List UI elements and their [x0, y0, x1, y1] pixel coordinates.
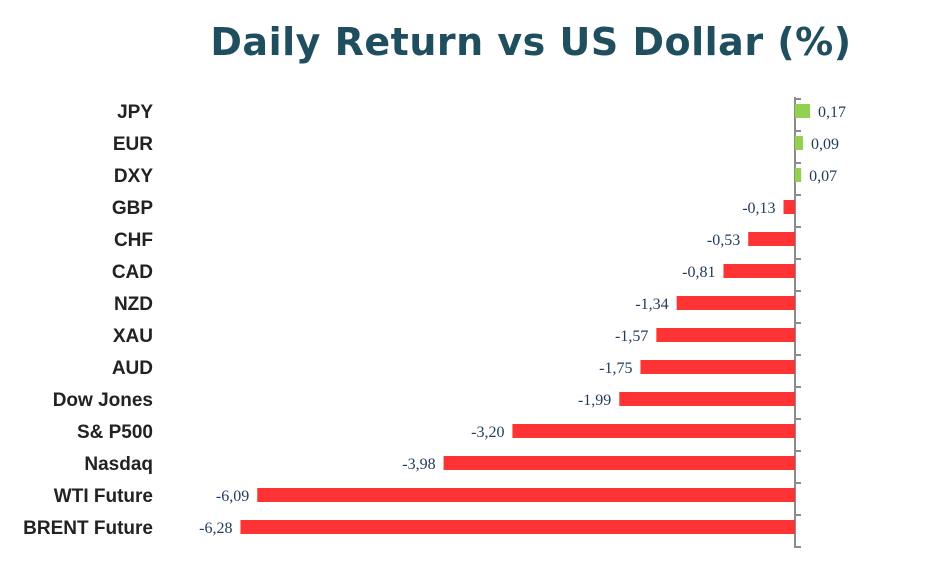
data-label: 0,07 — [809, 168, 837, 185]
category-label: Dow Jones — [53, 390, 153, 411]
data-label: -0,53 — [707, 232, 740, 249]
category-label: JPY — [117, 102, 153, 123]
data-label: -3,98 — [402, 456, 435, 473]
bar — [512, 424, 795, 438]
bar — [240, 520, 795, 534]
data-label: 0,17 — [818, 104, 846, 121]
bar — [257, 488, 795, 502]
category-label: NZD — [114, 294, 153, 315]
bar — [656, 328, 795, 342]
bar — [795, 136, 803, 150]
category-label: DXY — [114, 166, 153, 187]
bar — [748, 232, 795, 246]
bar — [676, 296, 795, 310]
category-label: EUR — [113, 134, 153, 155]
data-label: -6,09 — [216, 488, 249, 505]
bar — [640, 360, 795, 374]
category-label: XAU — [113, 326, 153, 347]
bar — [783, 200, 795, 214]
data-label: -1,75 — [599, 360, 632, 377]
bar — [795, 168, 802, 182]
category-label: Nasdaq — [84, 454, 153, 475]
bar — [443, 456, 795, 470]
category-label: AUD — [112, 358, 153, 379]
data-label: -0,81 — [682, 264, 715, 281]
chart-title: Daily Return vs US Dollar (%) — [210, 20, 852, 64]
category-label: WTI Future — [54, 486, 153, 507]
data-label: -3,20 — [471, 424, 504, 441]
category-label: BRENT Future — [23, 518, 153, 539]
bar — [795, 104, 811, 118]
data-label: -1,99 — [578, 392, 611, 409]
bar — [619, 392, 795, 406]
category-label: CHF — [114, 230, 153, 251]
category-label: CAD — [112, 262, 153, 283]
data-label: -0,13 — [742, 200, 775, 217]
bar — [723, 264, 795, 278]
data-label: -1,34 — [635, 296, 668, 313]
data-label: -1,57 — [615, 328, 648, 345]
category-label: S& P500 — [77, 422, 153, 443]
data-label: 0,09 — [811, 136, 839, 153]
data-label: -6,28 — [199, 520, 232, 537]
category-label: GBP — [112, 198, 154, 219]
